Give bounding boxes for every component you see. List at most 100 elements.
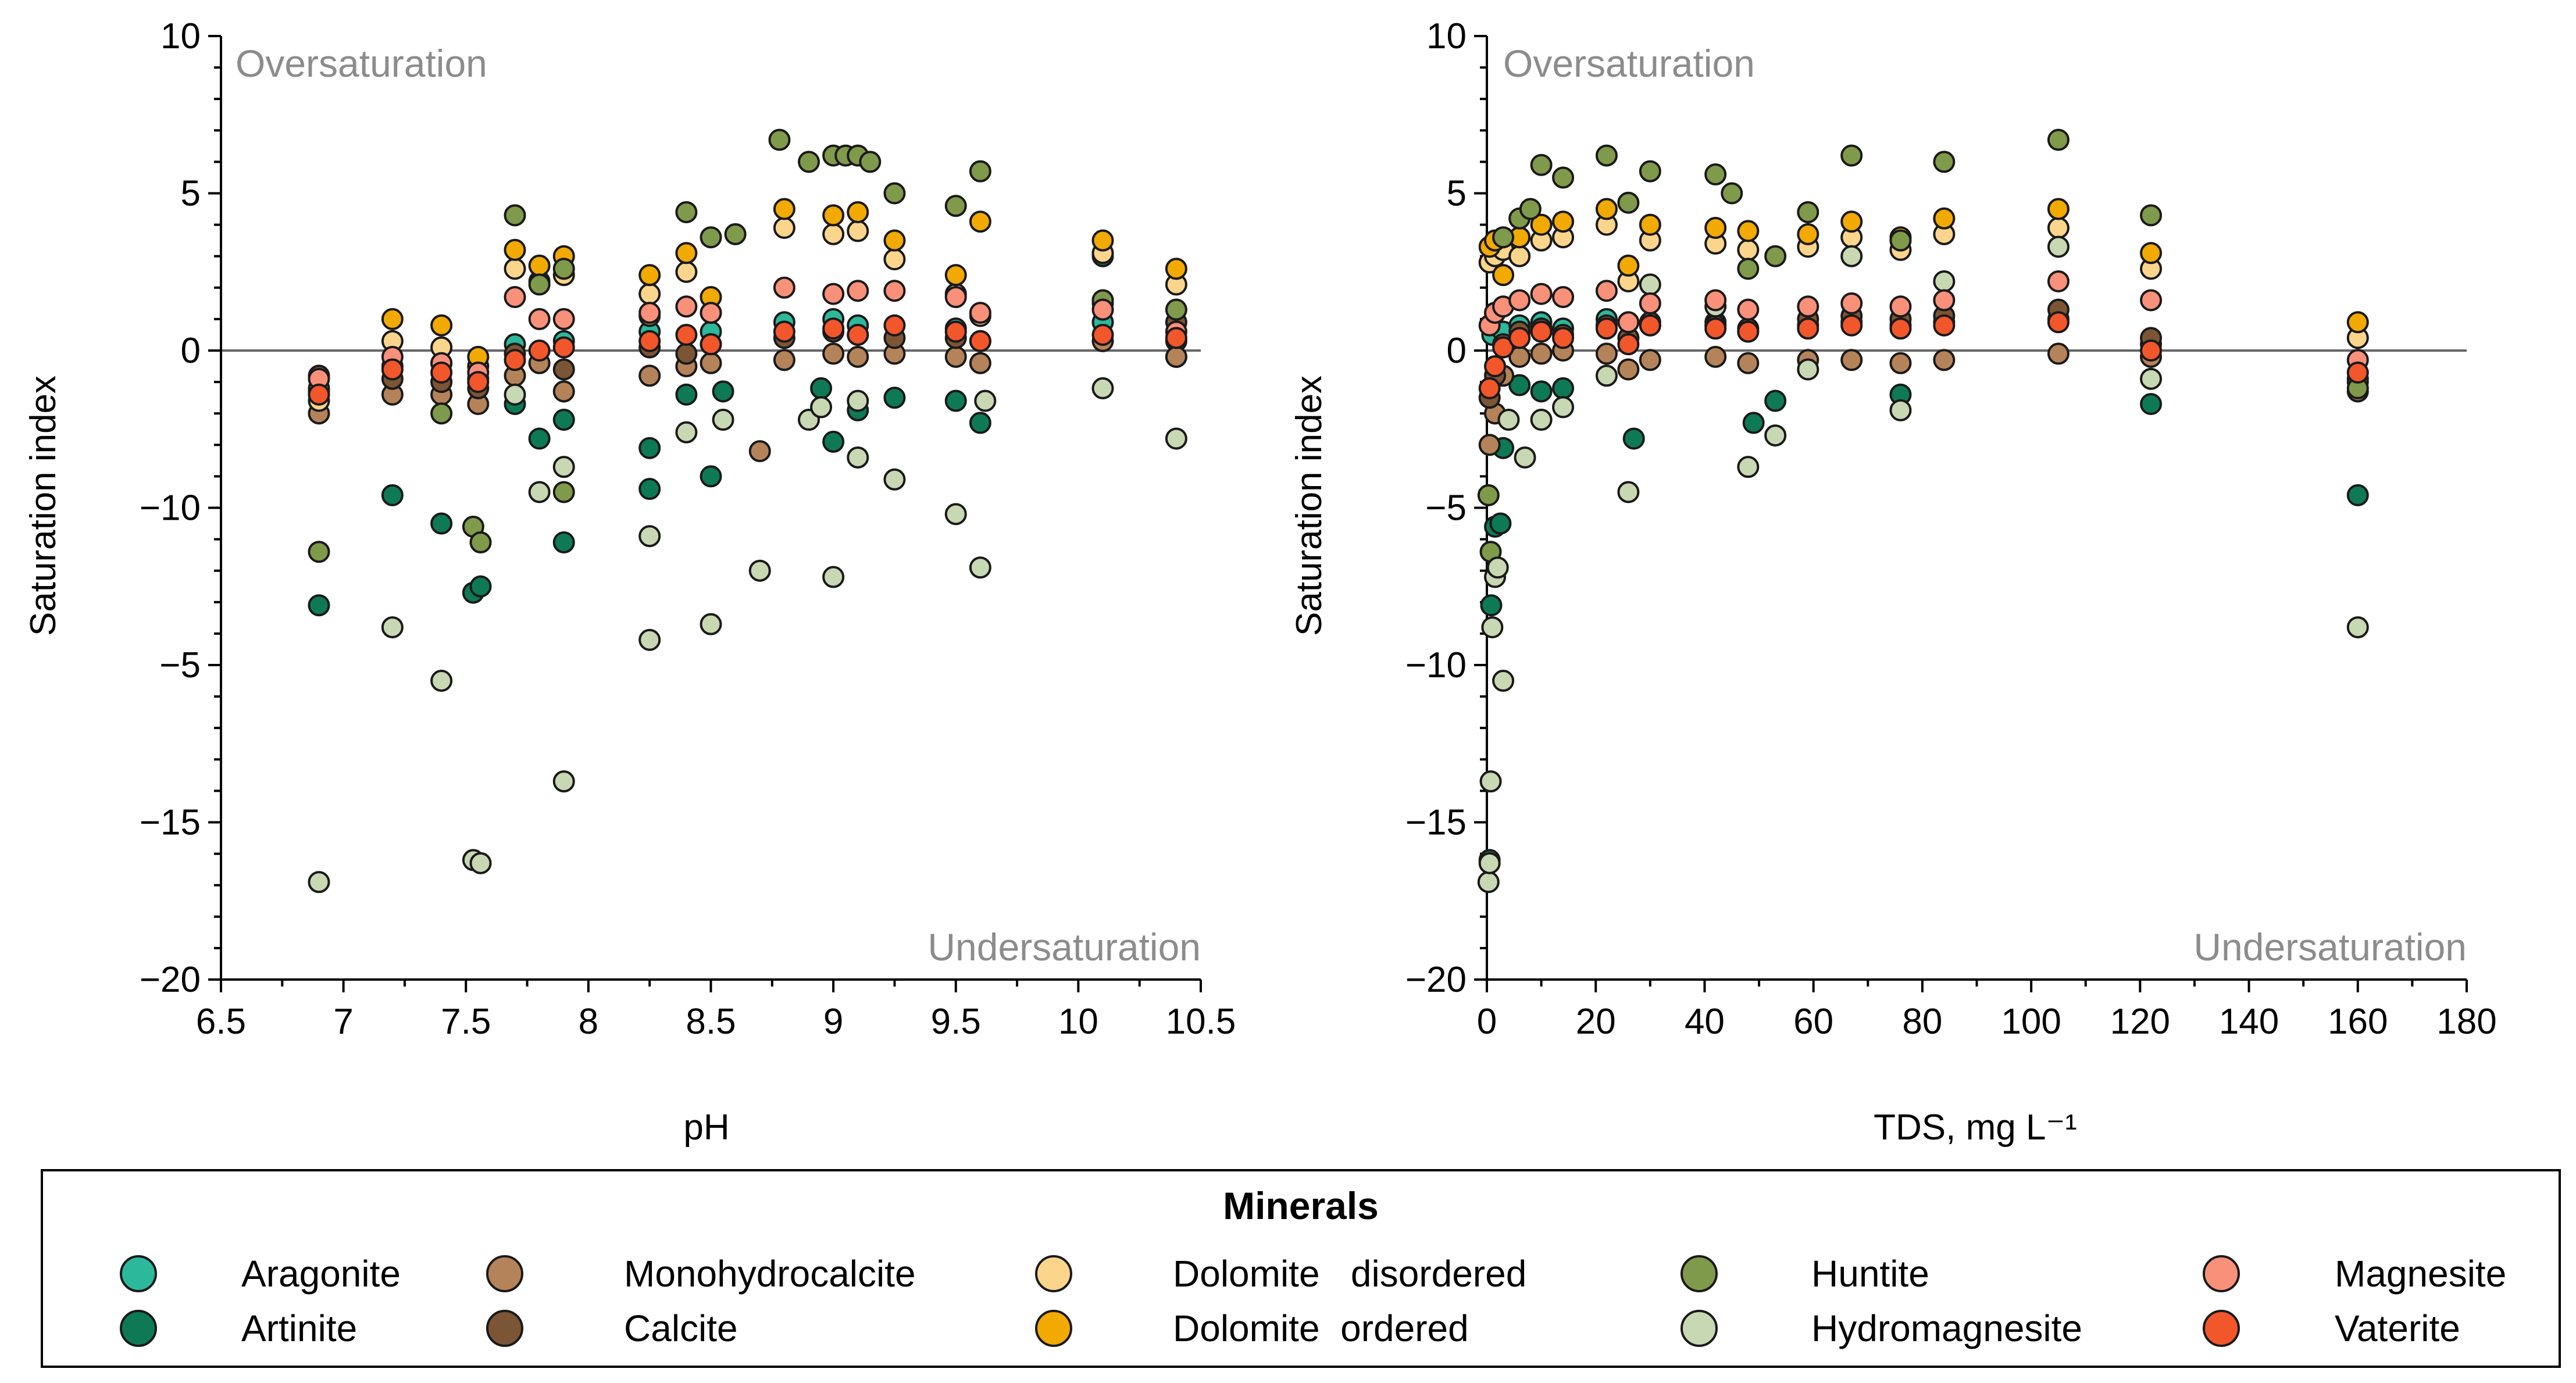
point-artinite: [1622, 427, 1645, 450]
point-magnesite: [1617, 311, 1640, 334]
point-huntite: [1737, 258, 1760, 280]
point-magnesite: [944, 286, 967, 309]
point-hydromagnesite: [1552, 396, 1575, 419]
point-dolomite-ordered: [773, 198, 795, 220]
point-dolomite-ordered: [430, 314, 453, 337]
point-magnesite: [1639, 292, 1661, 315]
point-hydromagnesite: [1497, 409, 1520, 431]
point-vaterite: [1840, 314, 1863, 337]
point-magnesite: [1091, 298, 1114, 321]
point-huntite: [768, 128, 791, 151]
point-monohydrocalcite: [1165, 345, 1187, 368]
legend-swatch-calcite: [486, 1310, 523, 1347]
point-hydromagnesite: [1639, 273, 1661, 296]
point-dolomite-ordered: [1737, 220, 1760, 242]
point-hydromagnesite: [638, 525, 661, 548]
point-huntite: [2140, 204, 2163, 227]
point-huntite: [504, 204, 526, 227]
x-tick-label: 100: [2001, 1002, 2061, 1042]
point-hydromagnesite: [469, 852, 492, 874]
point-hydromagnesite: [1595, 364, 1618, 387]
y-tick-label: 0: [1447, 331, 1467, 371]
point-magnesite: [1933, 289, 1956, 312]
legend-label-hydromagnesite: Hydromagnesite: [1811, 1307, 2082, 1349]
point-magnesite: [822, 283, 845, 305]
series-artinite: [1478, 374, 2369, 871]
point-vaterite: [552, 336, 575, 359]
point-dolomite-ordered: [1165, 258, 1187, 280]
x-tick-label: 0: [1477, 1002, 1497, 1042]
point-magnesite: [1840, 292, 1863, 315]
point-artinite: [944, 389, 967, 412]
point-huntite: [552, 481, 575, 503]
legend-swatch-monohydrocalcite: [486, 1255, 523, 1292]
point-vaterite: [773, 320, 795, 343]
point-huntite: [1530, 153, 1553, 176]
point-magnesite: [883, 280, 906, 302]
series-monohydrocalcite: [1478, 340, 2369, 456]
point-artinite: [700, 465, 722, 488]
point-hydromagnesite: [1492, 670, 1515, 692]
point-artinite: [1530, 380, 1553, 403]
legend-label-magnesite: Magnesite: [2335, 1253, 2506, 1295]
point-hydromagnesite: [822, 566, 845, 588]
point-hydromagnesite: [883, 468, 906, 491]
x-tick-label: 140: [2219, 1002, 2279, 1042]
legend-label-aragonite: Aragonite: [241, 1253, 401, 1295]
point-artinite: [430, 512, 453, 535]
point-dolomite-disordered: [822, 223, 845, 245]
point-monohydrocalcite: [748, 440, 771, 463]
point-artinite: [1742, 412, 1765, 434]
point-magnesite: [2047, 270, 2070, 292]
x-tick-label: 10.5: [1166, 1002, 1236, 1042]
point-vaterite: [1889, 317, 1912, 340]
legend-swatch-aragonite: [120, 1255, 157, 1292]
point-dolomite-ordered: [528, 254, 551, 277]
point-monohydrocalcite: [944, 345, 967, 368]
point-monohydrocalcite: [969, 352, 991, 374]
point-dolomite-ordered: [883, 229, 906, 252]
point-dolomite-disordered: [675, 260, 698, 283]
point-huntite: [1165, 298, 1187, 321]
point-monohydrocalcite: [1617, 358, 1640, 381]
point-vaterite: [1737, 320, 1760, 343]
x-tick-label: 180: [2436, 1002, 2496, 1042]
point-artinite: [381, 484, 404, 506]
point-hydromagnesite: [2140, 367, 2163, 390]
point-artinite: [712, 380, 734, 403]
x-tick-label: 8.5: [686, 1002, 736, 1042]
point-hydromagnesite: [1933, 270, 1956, 292]
point-monohydrocalcite: [638, 364, 661, 387]
point-calcite: [552, 358, 575, 381]
x-tick-label: 7: [333, 1002, 353, 1042]
point-vaterite: [504, 349, 526, 371]
point-artinite: [2346, 484, 2369, 506]
x-axis-label-tds: TDS, mg L⁻¹: [1874, 1107, 2077, 1148]
point-hydromagnesite: [2346, 616, 2369, 639]
point-vaterite: [467, 371, 490, 394]
point-huntite: [724, 223, 747, 245]
point-hydromagnesite: [944, 503, 967, 526]
point-huntite: [1519, 198, 1542, 220]
point-magnesite: [638, 302, 661, 324]
y-tick-label: 10: [1426, 16, 1467, 56]
x-tick-label: 6.5: [196, 1002, 246, 1042]
x-tick-label: 9: [823, 1002, 843, 1042]
legend-swatch-hydromagnesite: [1681, 1310, 1718, 1347]
legend-label-dolomite-disordered: Dolomite disordered: [1173, 1253, 1526, 1295]
point-vaterite: [1552, 327, 1575, 349]
point-vaterite: [2140, 340, 2163, 362]
y-tick-label: 5: [181, 174, 201, 214]
point-dolomite-ordered: [1840, 210, 1863, 233]
point-monohydrocalcite: [822, 342, 845, 365]
point-artinite: [883, 387, 906, 409]
point-hydromagnesite: [1481, 616, 1504, 639]
point-vaterite: [430, 361, 453, 384]
point-hydromagnesite: [1514, 446, 1536, 469]
point-huntite: [969, 160, 991, 183]
point-magnesite: [675, 295, 698, 318]
legend-swatch-huntite: [1681, 1255, 1718, 1292]
point-artinite: [528, 427, 551, 450]
point-hydromagnesite: [552, 456, 575, 478]
point-dolomite-disordered: [2047, 217, 2070, 240]
